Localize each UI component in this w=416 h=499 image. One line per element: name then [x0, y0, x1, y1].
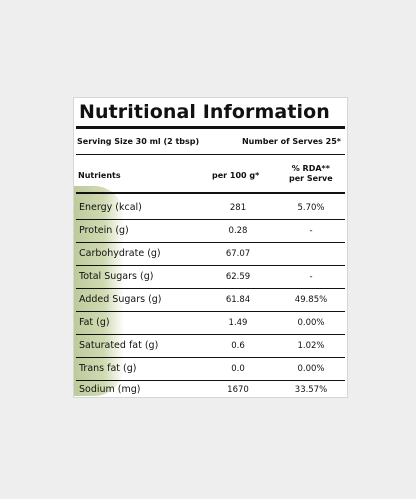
header-rule: [76, 192, 345, 194]
nutrient-name: Energy (kcal): [79, 202, 142, 213]
table-row: Total Sugars (g) 62.59 -: [76, 266, 345, 288]
table-row: Fat (g) 1.49 0.00%: [76, 312, 345, 334]
divider: [76, 219, 345, 220]
rda-value: 33.57%: [294, 385, 328, 395]
nutrient-name: Sodium (mg): [79, 384, 141, 395]
nutrient-name: Trans fat (g): [79, 363, 137, 374]
green-stain: [74, 186, 124, 396]
table-row: Protein (g) 0.28 -: [76, 220, 345, 242]
col-header-rda: % RDA** per Serve: [289, 164, 333, 184]
table-row: Carbohydrate (g) 67.07: [76, 243, 345, 265]
rda-value: -: [309, 272, 313, 282]
table-row: Added Sugars (g) 61.84 49.85%: [76, 289, 345, 311]
per100-value: 1.49: [228, 318, 248, 328]
rda-value: 5.70%: [297, 203, 325, 213]
rda-line2: per Serve: [289, 174, 333, 183]
label-title: Nutritional Information: [79, 101, 330, 123]
nutrient-name: Saturated fat (g): [79, 340, 159, 351]
nutrient-name: Total Sugars (g): [79, 271, 154, 282]
per100-value: 62.59: [225, 272, 251, 282]
divider: [76, 357, 345, 358]
per100-value: 1670: [227, 385, 249, 395]
number-of-serves: Number of Serves 25*: [241, 137, 341, 146]
table-row: Trans fat (g) 0.0 0.00%: [76, 358, 345, 380]
table-row: Sodium (mg) 1670 33.57%: [76, 379, 345, 397]
title-rule: [76, 126, 345, 129]
divider: [76, 288, 345, 289]
serving-size: Serving Size 30 ml (2 tbsp): [77, 137, 200, 146]
divider: [76, 265, 345, 266]
rda-value: 0.00%: [297, 318, 325, 328]
per100-value: 0.28: [228, 226, 248, 236]
rda-value: 49.85%: [294, 295, 328, 305]
nutrition-label: Nutritional Information Serving Size 30 …: [73, 97, 348, 398]
col-header-per100: per 100 g*: [212, 171, 260, 180]
per100-value: 0.0: [231, 364, 245, 374]
per100-value: 61.84: [225, 295, 251, 305]
table-row: Energy (kcal) 281 5.70%: [76, 197, 345, 219]
per100-value: 281: [229, 203, 247, 213]
rda-line1: % RDA**: [291, 164, 330, 173]
divider: [76, 380, 345, 381]
nutrient-name: Protein (g): [79, 225, 129, 236]
rda-value: 0.00%: [297, 364, 325, 374]
divider: [76, 334, 345, 335]
divider: [76, 242, 345, 243]
nutrient-name: Carbohydrate (g): [79, 248, 161, 259]
divider: [76, 311, 345, 312]
col-header-nutrients: Nutrients: [78, 171, 121, 180]
rda-value: 1.02%: [297, 341, 325, 351]
per100-value: 0.6: [231, 341, 245, 351]
rda-value: -: [309, 226, 313, 236]
divider: [76, 154, 345, 155]
nutrient-name: Fat (g): [79, 317, 110, 328]
per100-value: 67.07: [225, 249, 251, 259]
table-row: Saturated fat (g) 0.6 1.02%: [76, 335, 345, 357]
nutrient-name: Added Sugars (g): [79, 294, 162, 305]
